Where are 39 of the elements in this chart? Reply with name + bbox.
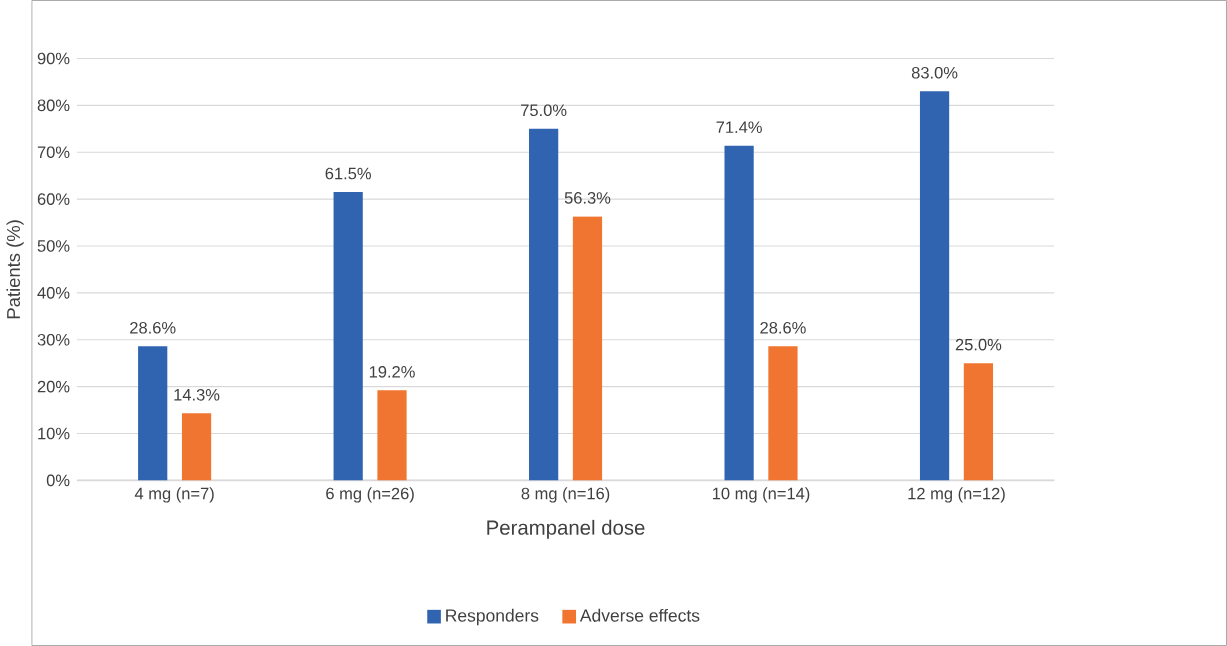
data-label: 14.3%: [174, 388, 220, 401]
y-tick-label: 40%: [37, 287, 70, 299]
bar: [572, 216, 603, 481]
x-tick-label: 12 mg (n=12): [908, 487, 1005, 503]
bar: [138, 346, 168, 481]
bar: [724, 145, 754, 481]
bar: [963, 363, 994, 481]
bar: [529, 128, 559, 481]
legend-label: Adverse effects: [579, 608, 700, 622]
y-tick-label: 60%: [37, 193, 70, 205]
bar: [181, 413, 212, 481]
x-tick-label: 4 mg (n=7): [134, 487, 214, 503]
y-tick-label: 90%: [37, 52, 70, 65]
data-label: 61.5%: [325, 167, 371, 180]
y-axis-title: Patients (%): [6, 220, 24, 319]
data-label: 19.2%: [369, 365, 415, 378]
y-tick-label: 50%: [37, 240, 70, 252]
data-label: 83.0%: [911, 66, 958, 79]
bar: [377, 390, 407, 481]
data-label: 56.3%: [564, 192, 611, 204]
y-tick-label: 20%: [37, 380, 70, 393]
bar: [768, 346, 798, 481]
bar: [333, 192, 363, 481]
x-axis-title: Perampanel dose: [487, 519, 645, 539]
data-label: 71.4%: [716, 121, 762, 133]
data-label: 28.6%: [130, 321, 176, 334]
y-tick-label: 0%: [46, 474, 70, 487]
x-tick-label: 6 mg (n=26): [326, 487, 414, 503]
data-label: 25.0%: [955, 338, 1002, 351]
legend-label: Responders: [446, 608, 539, 626]
x-tick-label: 10 mg (n=14): [712, 487, 810, 503]
data-label: 75.0%: [521, 104, 567, 117]
bar: [919, 91, 950, 481]
y-tick-label: 70%: [37, 146, 70, 159]
x-tick-label: 8 mg (n=16): [521, 487, 610, 503]
data-label: 28.6%: [760, 321, 806, 334]
y-tick-label: 30%: [37, 333, 70, 346]
y-tick-label: 10%: [38, 427, 70, 440]
y-tick-label: 80%: [37, 99, 70, 112]
